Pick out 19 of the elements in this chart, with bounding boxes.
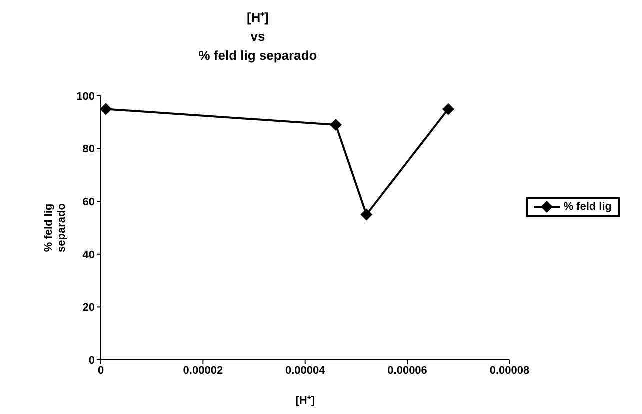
y-tick-label: 100	[76, 90, 95, 103]
y-tick-label: 80	[82, 144, 95, 156]
y-tick-label: 60	[82, 196, 95, 209]
y-tick-label: 20	[82, 302, 95, 314]
point	[360, 208, 373, 221]
x-tick-label: 0.00002	[183, 364, 224, 377]
point	[330, 119, 342, 132]
y-tick-label: 0	[88, 354, 95, 367]
y-axis-title: % feld lig separado	[43, 203, 68, 252]
legend-label: % feld lig	[564, 201, 612, 213]
point	[442, 103, 454, 116]
x-axis-title: [H⁺]	[296, 395, 316, 407]
x-tick-label: 0	[98, 364, 104, 377]
y-tick-label: 40	[82, 249, 95, 262]
x-tick-label: 0.00004	[285, 364, 326, 377]
chart-title: [H⁺] vs % feld lig separado	[198, 9, 318, 65]
x-tick-label: 0.00006	[388, 364, 428, 377]
x-tick-label: 0.00008	[490, 364, 530, 377]
point	[101, 103, 112, 116]
